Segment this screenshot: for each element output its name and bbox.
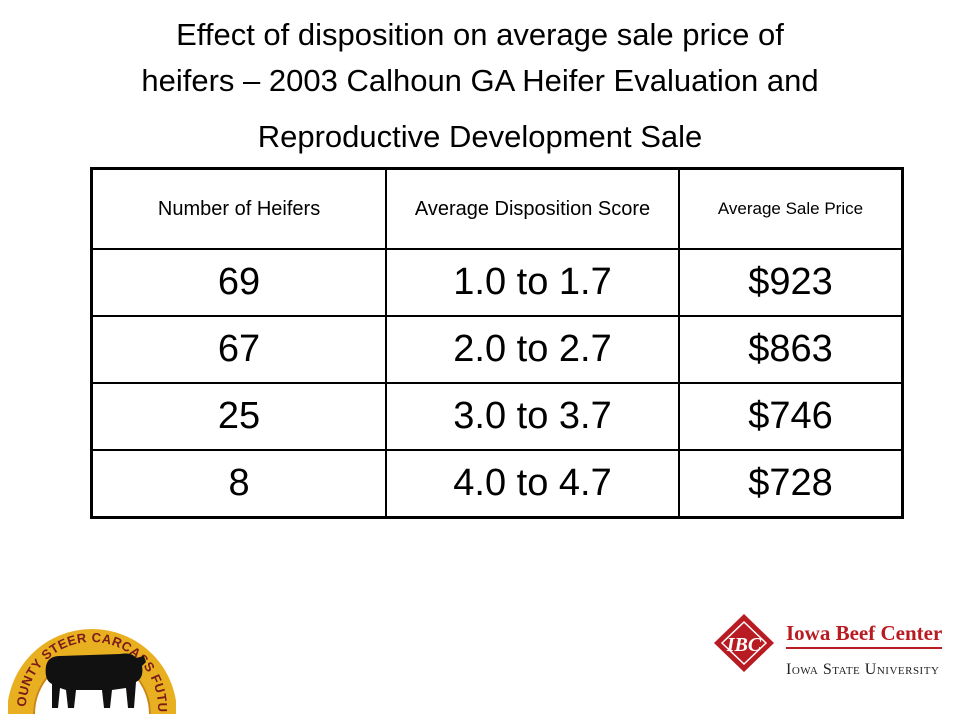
tri-county-futurity-logo: TRI-COUNTY STEER CARCASS FUTURITY [8, 596, 176, 715]
title-line-1: Effect of disposition on average sale pr… [176, 17, 784, 52]
cell-score: 3.0 to 3.7 [385, 382, 680, 451]
cell-score: 1.0 to 1.7 [385, 248, 680, 317]
header-average-sale-price: Average Sale Price [677, 167, 904, 250]
cell-score: 2.0 to 2.7 [385, 315, 680, 384]
title-line-3: Reproductive Development Sale [257, 119, 703, 154]
cell-price: $923 [677, 248, 904, 317]
table-row: 67 2.0 to 2.7 $863 [90, 315, 904, 384]
cell-number: 8 [90, 449, 388, 519]
table-row: 69 1.0 to 1.7 $923 [90, 248, 904, 317]
cell-score: 4.0 to 4.7 [385, 449, 680, 519]
iowa-state-university-name: Iowa State University [786, 661, 939, 678]
iowa-beef-center-logo: IBC Iowa Beef Center Iowa State Universi… [714, 614, 942, 678]
ibc-badge-text: IBC [726, 634, 762, 656]
cell-price: $863 [677, 315, 904, 384]
table-header-row: Number of Heifers Average Disposition Sc… [90, 167, 904, 250]
cell-price: $746 [677, 382, 904, 451]
header-number-of-heifers: Number of Heifers [90, 167, 388, 250]
cell-number: 69 [90, 248, 388, 317]
cell-price: $728 [677, 449, 904, 519]
ibc-diamond-icon [714, 614, 774, 672]
table-row: 8 4.0 to 4.7 $728 [90, 449, 904, 519]
disposition-price-table: Number of Heifers Average Disposition Sc… [90, 167, 904, 519]
table-row: 25 3.0 to 3.7 $746 [90, 382, 904, 451]
title-line-2: heifers – 2003 Calhoun GA Heifer Evaluat… [141, 63, 819, 98]
slide-title: Effect of disposition on average sale pr… [60, 12, 900, 160]
header-average-disposition-score: Average Disposition Score [385, 167, 680, 250]
iowa-beef-center-name: Iowa Beef Center [786, 621, 942, 645]
bull-icon [45, 653, 146, 708]
cell-number: 67 [90, 315, 388, 384]
cell-number: 25 [90, 382, 388, 451]
